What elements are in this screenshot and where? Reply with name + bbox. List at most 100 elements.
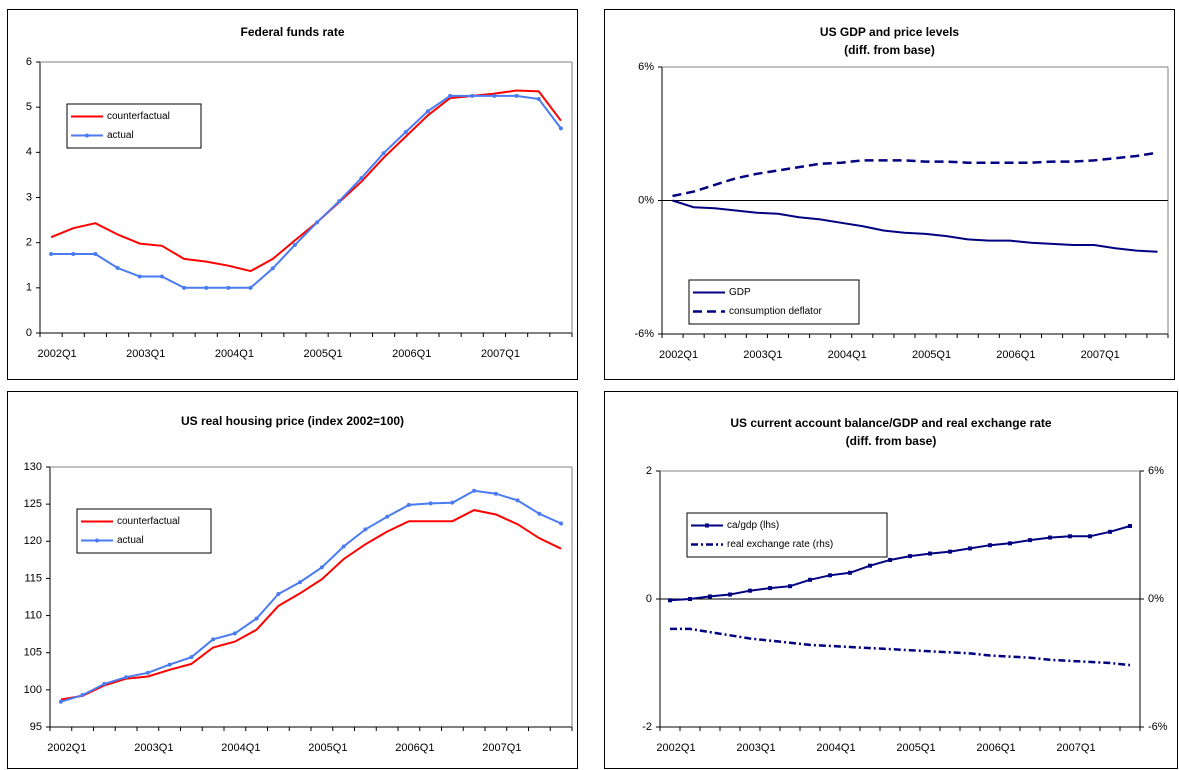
marker: [1048, 535, 1052, 540]
series-line: [51, 94, 562, 289]
chart-subtitle: (diff. from base): [846, 434, 937, 448]
chart-panel: Federal funds rate 0 1 2 3 4 5 6 2002Q1 2003Q1 200…: [7, 9, 578, 380]
marker: [1108, 529, 1112, 534]
y-tick-label: 105: [24, 647, 42, 659]
marker: [93, 251, 98, 256]
legend-marker: [95, 538, 99, 543]
marker: [448, 93, 453, 98]
marker: [868, 563, 872, 568]
marker: [493, 491, 498, 496]
marker: [728, 592, 732, 597]
marker: [536, 97, 541, 102]
x-tick-label: 2005Q1: [912, 349, 951, 361]
x-tick-label: 2005Q1: [896, 742, 935, 754]
marker: [470, 93, 475, 98]
y-tick-label: 0: [646, 593, 652, 605]
marker: [708, 594, 712, 599]
marker: [359, 176, 364, 181]
y-tick-label: -6%: [634, 328, 654, 340]
legend-label: actual: [107, 130, 134, 141]
y-tick-label: 2: [646, 465, 652, 477]
legend-label: ca/gdp (lhs): [727, 520, 779, 531]
x-tick-label: 2003Q1: [743, 349, 782, 361]
y-tick-label: 1: [26, 282, 32, 294]
marker: [928, 551, 932, 556]
marker: [668, 598, 672, 603]
marker: [270, 266, 275, 271]
marker: [182, 285, 187, 290]
chart-title: Federal funds rate: [240, 25, 344, 39]
marker: [124, 675, 129, 680]
marker: [298, 580, 303, 585]
chart-panel: US real housing price (index 2002=100) 95…: [7, 391, 578, 769]
y-tick-label: 130: [24, 461, 42, 473]
marker: [226, 285, 231, 290]
marker: [748, 588, 752, 593]
marker: [1068, 534, 1072, 539]
y2-tick-label: -6%: [1148, 721, 1168, 733]
marker: [189, 655, 194, 660]
y-tick-label: 115: [24, 572, 42, 584]
x-tick-label: 2005Q1: [308, 742, 347, 754]
marker: [159, 274, 164, 279]
chart-title: US real housing price (index 2002=100): [181, 414, 404, 428]
legend-marker: [85, 133, 89, 138]
marker: [406, 502, 411, 507]
x-tick-label: 2004Q1: [215, 348, 254, 360]
legend-marker: [705, 523, 709, 528]
x-tick-label: 2006Q1: [976, 742, 1015, 754]
legend-label: GDP: [729, 287, 751, 298]
marker: [319, 565, 324, 570]
marker: [515, 498, 520, 503]
x-tick-label: 2002Q1: [47, 742, 86, 754]
marker: [381, 151, 386, 156]
panel-frame: [7, 9, 578, 380]
marker: [988, 543, 992, 548]
chart-panel: US current account balance/GDP and real …: [604, 391, 1178, 769]
legend-label: real exchange rate (rhs): [727, 539, 833, 550]
y-tick-label: -2: [642, 721, 652, 733]
chart-subtitle: (diff. from base): [844, 43, 935, 57]
marker: [137, 274, 142, 279]
x-tick-label: 2002Q1: [656, 742, 695, 754]
marker: [292, 242, 297, 247]
x-tick-label: 2002Q1: [659, 349, 698, 361]
y-tick-label: 4: [26, 146, 32, 158]
marker: [403, 130, 408, 135]
series-line: [672, 151, 1158, 198]
y-tick-label: 120: [24, 535, 42, 547]
series-line: [60, 489, 562, 703]
x-tick-label: 2006Q1: [392, 348, 431, 360]
y-tick-label: 6%: [638, 61, 654, 73]
marker: [492, 93, 497, 98]
marker: [71, 251, 76, 256]
marker: [514, 93, 519, 98]
x-tick-label: 2006Q1: [395, 742, 434, 754]
x-tick-label: 2007Q1: [1056, 742, 1095, 754]
legend-frame: [688, 279, 860, 325]
marker: [428, 501, 433, 506]
series-line: [669, 525, 1131, 602]
chart-title: US GDP and price levels: [820, 25, 959, 39]
marker: [559, 521, 564, 526]
marker: [337, 199, 342, 204]
marker: [908, 554, 912, 559]
marker: [472, 488, 477, 493]
series-line: [60, 509, 562, 701]
marker: [80, 693, 85, 698]
y2-tick-label: 6%: [1148, 465, 1164, 477]
marker: [363, 527, 368, 532]
marker: [888, 557, 892, 562]
x-tick-label: 2007Q1: [482, 742, 521, 754]
marker: [145, 670, 150, 675]
y-tick-label: 3: [26, 191, 32, 203]
x-tick-label: 2004Q1: [816, 742, 855, 754]
marker: [768, 586, 772, 591]
marker: [232, 631, 237, 636]
x-tick-label: 2004Q1: [828, 349, 867, 361]
x-tick-label: 2004Q1: [221, 742, 260, 754]
marker: [968, 546, 972, 551]
marker: [204, 285, 209, 290]
legend-label: consumption deflator: [729, 306, 823, 317]
